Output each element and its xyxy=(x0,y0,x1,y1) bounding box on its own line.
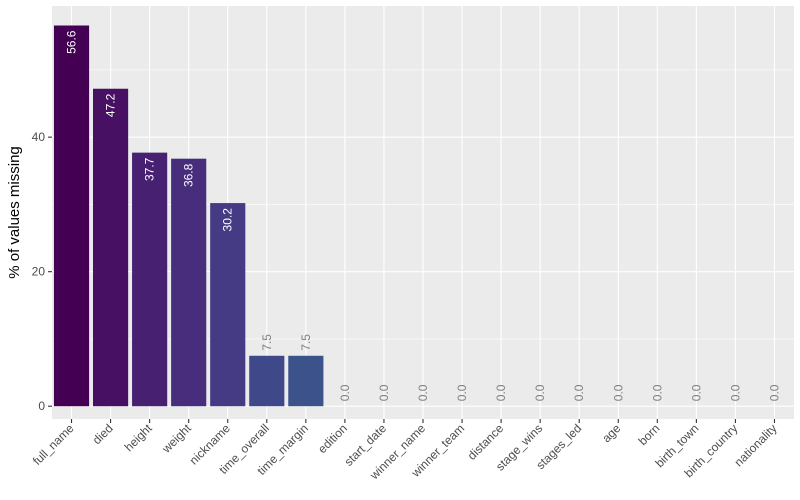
value-label: 0.0 xyxy=(494,384,508,401)
value-label: 0.0 xyxy=(377,384,391,401)
value-label: 7.5 xyxy=(260,334,274,351)
value-label: 0.0 xyxy=(611,384,625,401)
value-labels: 56.6 47.2 37.7 36.8 30.2 7.5 7.5 0.0 0.0 0.0 0.0 0.… xyxy=(65,30,782,401)
y-tick-label: 40 xyxy=(32,130,46,144)
value-label: 30.2 xyxy=(221,208,235,232)
y-axis: 0 20 40 xyxy=(32,130,52,413)
value-label: 47.2 xyxy=(104,93,118,117)
value-label: 0.0 xyxy=(572,384,586,401)
x-tick-label: born xyxy=(636,421,663,448)
value-label: 0.0 xyxy=(689,384,703,401)
bar-time_margin xyxy=(288,355,324,407)
value-label: 56.6 xyxy=(65,30,79,54)
x-tick-label: died xyxy=(90,421,116,447)
value-label: 0.0 xyxy=(533,384,547,401)
bar-height xyxy=(132,152,168,407)
value-label: 7.5 xyxy=(299,334,313,351)
value-label: 0.0 xyxy=(767,384,781,401)
value-label: 0.0 xyxy=(338,384,352,401)
value-label: 0.0 xyxy=(650,384,664,401)
x-axis: full_name died height weightnicknametime_ov… xyxy=(30,419,780,483)
value-label: 0.0 xyxy=(455,384,469,401)
x-tick-label: nationality xyxy=(731,421,779,469)
bar-died xyxy=(93,88,129,407)
x-tick-label: full_name xyxy=(30,421,77,468)
x-tick-label: height xyxy=(122,421,155,454)
bar-time_overall xyxy=(249,355,285,407)
x-tick-label: edition xyxy=(315,421,350,456)
value-label: 0.0 xyxy=(728,384,742,401)
bar-full_name xyxy=(53,25,90,407)
y-tick-label: 0 xyxy=(38,399,45,413)
y-tick-label: 20 xyxy=(32,265,46,279)
value-label: 37.7 xyxy=(143,157,157,181)
x-tick-label: weight xyxy=(159,421,195,457)
bar-nickname xyxy=(210,203,246,407)
y-axis-title: % of values missing xyxy=(6,146,23,279)
bar-weight xyxy=(171,158,207,407)
x-tick-label: age xyxy=(599,421,623,445)
value-label: 0.0 xyxy=(416,384,430,401)
value-label: 36.8 xyxy=(182,163,196,187)
bars xyxy=(53,25,324,407)
